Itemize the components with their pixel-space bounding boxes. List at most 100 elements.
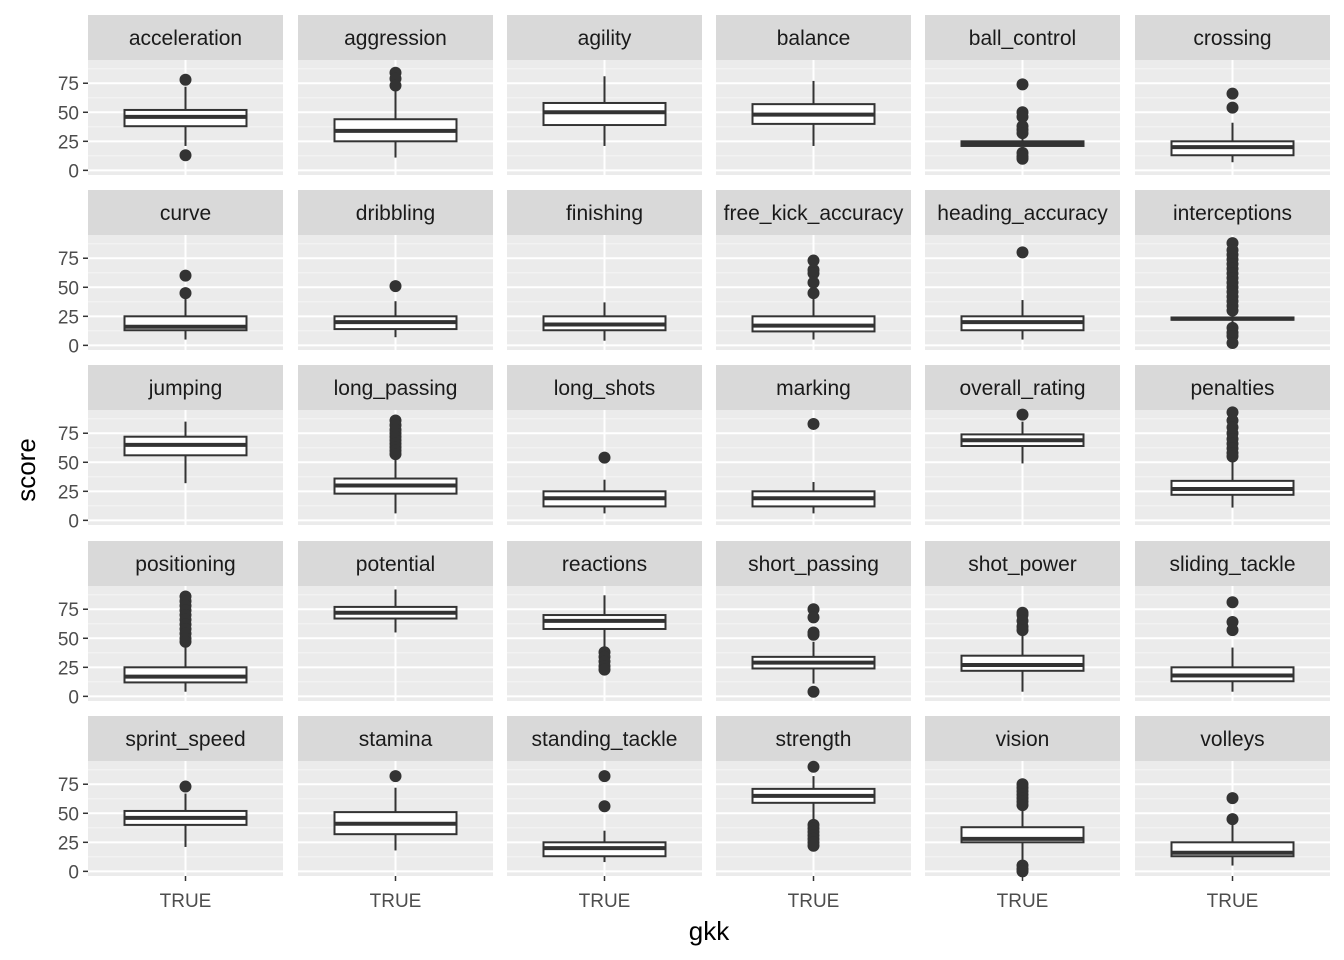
facet-panel: strength TRUE	[716, 716, 911, 912]
y-tick-label: 75	[58, 424, 79, 445]
y-tick-label: 75	[58, 775, 79, 796]
y-tick-label: 25	[58, 132, 79, 153]
facet-strip	[507, 541, 702, 586]
x-tick-label: TRUE	[1207, 891, 1259, 912]
outlier-point	[1226, 101, 1239, 114]
facet-strip-label: agility	[578, 27, 632, 50]
facet-strip	[925, 15, 1120, 60]
outlier-point	[389, 79, 402, 92]
facet-panel: sliding_tackle	[1135, 541, 1330, 701]
outlier-point	[1016, 127, 1029, 140]
facet-panel: finishing	[507, 190, 702, 350]
outlier-point	[179, 269, 192, 282]
facet-strip-label: long_shots	[554, 377, 656, 400]
y-tick-label: 50	[58, 453, 79, 474]
y-tick-label: 50	[58, 804, 79, 825]
x-axis-title: gkk	[689, 916, 730, 946]
outlier-point	[1226, 337, 1239, 350]
y-tick-label: 75	[58, 74, 79, 95]
x-tick-label: TRUE	[997, 891, 1049, 912]
facet-panel: reactions	[507, 541, 702, 701]
facet-strip-label: short_passing	[748, 553, 879, 576]
facet-strip-label: heading_accuracy	[937, 202, 1108, 225]
facet-panel: jumping 0 25 50 75	[58, 365, 283, 532]
facet-strip-label: sprint_speed	[125, 728, 245, 751]
outlier-point	[179, 149, 192, 162]
y-tick-label: 25	[58, 658, 79, 679]
facet-strip-label: positioning	[135, 553, 235, 576]
facet-strip-label: ball_control	[969, 27, 1076, 50]
facet-panel: ball_control	[925, 15, 1120, 175]
facet-panel: standing_tackle TRUE	[507, 716, 702, 912]
outlier-point	[807, 287, 820, 300]
outlier-point	[1016, 152, 1029, 165]
facet-strip	[298, 541, 493, 586]
facet-strip-label: standing_tackle	[532, 728, 678, 751]
facet-strip-label: reactions	[562, 553, 647, 576]
outlier-point	[807, 254, 820, 267]
facet-strip-label: dribbling	[356, 202, 435, 225]
facet-strip	[716, 15, 911, 60]
facet-strip	[1135, 190, 1330, 235]
facet-strip	[716, 365, 911, 410]
facet-strip-label: finishing	[566, 202, 643, 225]
facet-strip	[925, 365, 1120, 410]
outlier-point	[179, 73, 192, 86]
outlier-point	[1226, 624, 1239, 637]
facet-panel: penalties	[1135, 365, 1330, 525]
facet-panel: positioning 0 25 50 75	[58, 541, 283, 708]
outlier-point	[598, 770, 611, 783]
facet-strip	[925, 541, 1120, 586]
facet-strip	[507, 716, 702, 761]
facet-strip	[88, 365, 283, 410]
facet-strip-label: interceptions	[1173, 202, 1292, 225]
outlier-point	[1226, 87, 1239, 100]
y-tick-label: 25	[58, 307, 79, 328]
facet-panel: vision TRUE	[925, 716, 1120, 912]
facet-strip	[507, 15, 702, 60]
outlier-point	[1016, 799, 1029, 812]
facet-strip	[298, 716, 493, 761]
facet-strip-label: shot_power	[968, 553, 1077, 576]
facet-panel: balance	[716, 15, 911, 175]
facet-strip	[88, 15, 283, 60]
y-tick-label: 0	[68, 161, 79, 182]
facet-strip	[716, 716, 911, 761]
y-tick-label: 0	[68, 336, 79, 357]
outlier-point	[1016, 78, 1029, 91]
outlier-point	[1226, 304, 1239, 317]
facet-panel: potential	[298, 541, 493, 701]
outlier-point	[807, 276, 820, 289]
y-tick-label: 0	[68, 862, 79, 883]
facet-strip	[88, 716, 283, 761]
facet-strip	[507, 190, 702, 235]
y-tick-label: 75	[58, 600, 79, 621]
facet-panel: long_shots	[507, 365, 702, 525]
outlier-point	[598, 663, 611, 676]
facet-strip	[298, 365, 493, 410]
outlier-point	[179, 635, 192, 648]
facet-strip-label: potential	[356, 553, 435, 576]
facet-strip-label: long_passing	[334, 377, 458, 400]
facet-strip	[1135, 15, 1330, 60]
x-tick-label: TRUE	[788, 891, 840, 912]
facet-panel: short_passing	[716, 541, 911, 701]
outlier-point	[1016, 110, 1029, 123]
facet-panel: curve 0 25 50 75	[58, 190, 283, 357]
facet-strip-label: crossing	[1193, 27, 1271, 50]
facet-strip-label: balance	[777, 27, 851, 50]
facet-strip-label: jumping	[148, 377, 223, 400]
facet-strip	[507, 365, 702, 410]
outlier-point	[179, 780, 192, 793]
facet-strip-label: vision	[996, 728, 1050, 751]
outlier-point	[807, 267, 820, 280]
y-tick-label: 50	[58, 278, 79, 299]
facet-strip-label: acceleration	[129, 27, 242, 50]
facet-strip-label: aggression	[344, 27, 447, 50]
facet-panel: acceleration 0 25 50 75	[58, 15, 283, 182]
facet-panel: stamina TRUE	[298, 716, 493, 912]
facet-panel: free_kick_accuracy	[716, 190, 911, 350]
facet-panel: shot_power	[925, 541, 1120, 701]
y-axis-title: score	[11, 438, 41, 502]
x-tick-label: TRUE	[579, 891, 631, 912]
